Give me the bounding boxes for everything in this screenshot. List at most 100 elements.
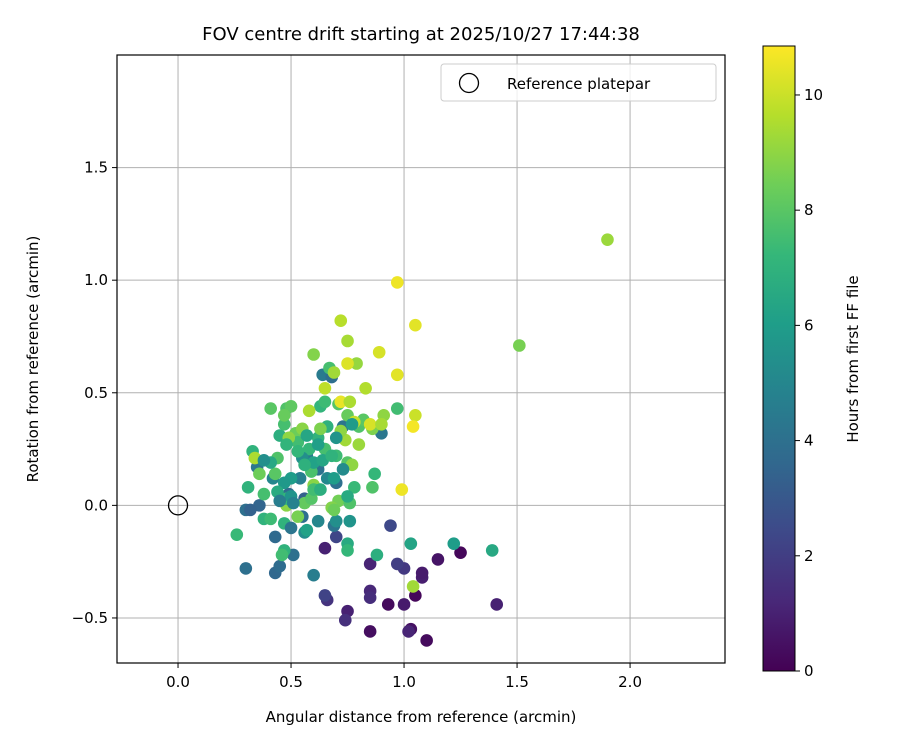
scatter-point xyxy=(329,431,343,445)
scatter-point xyxy=(341,544,354,557)
scatter-point xyxy=(485,544,499,557)
scatter-point xyxy=(490,598,504,611)
scatter-point xyxy=(273,494,287,508)
scatter-point xyxy=(390,276,404,289)
x-tick-label: 1.5 xyxy=(505,673,529,691)
scatter-point xyxy=(327,366,341,379)
scatter-point xyxy=(244,503,257,517)
scatter-point xyxy=(601,233,614,246)
scatter-point xyxy=(311,438,325,451)
scatter-point xyxy=(415,566,429,580)
x-axis-ticks: 0.0 0.5 1.0 1.5 2.0 xyxy=(166,663,642,691)
x-tick-label: 2.0 xyxy=(618,673,642,691)
scatter-point xyxy=(329,530,343,544)
scatter-point xyxy=(431,553,445,566)
scatter-point xyxy=(420,634,433,647)
scatter-point xyxy=(327,503,341,517)
scatter-point xyxy=(318,395,332,409)
scatter-point xyxy=(370,548,384,562)
scatter-point xyxy=(372,345,386,359)
scatter-point xyxy=(275,548,289,562)
scatter-point xyxy=(273,559,287,573)
y-tick-label: 1.0 xyxy=(84,271,108,289)
scatter-point xyxy=(406,420,420,433)
colorbar: 0 2 4 6 8 10 Hours from first FF file xyxy=(762,45,862,680)
scatter-point xyxy=(513,339,526,352)
scatter-point xyxy=(325,449,339,463)
scatter-point xyxy=(406,580,420,593)
scatter-point xyxy=(368,467,381,481)
scatter-points xyxy=(230,233,614,647)
scatter-point xyxy=(341,357,354,370)
scatter-point xyxy=(284,399,298,413)
y-axis-label: Rotation from reference (arcmin) xyxy=(24,236,42,483)
scatter-point xyxy=(293,472,307,485)
colorbar-tick-label: 10 xyxy=(804,86,823,104)
scatter-point xyxy=(314,422,327,436)
scatter-point xyxy=(298,458,311,472)
scatter-point xyxy=(363,591,377,604)
scatter-point xyxy=(395,483,409,496)
colorbar-tick-label: 4 xyxy=(804,432,814,450)
scatter-point xyxy=(257,487,271,501)
scatter-point xyxy=(264,402,277,415)
scatter-point xyxy=(375,418,388,431)
scatter-point xyxy=(397,598,411,611)
scatter-point xyxy=(381,598,395,611)
scatter-point xyxy=(363,557,377,571)
reference-marker xyxy=(167,495,189,516)
chart-title: FOV centre drift starting at 2025/10/27 … xyxy=(202,24,640,45)
x-axis-label: Angular distance from reference (arcmin) xyxy=(266,708,577,726)
scatter-point xyxy=(241,481,255,494)
scatter-point xyxy=(280,438,293,451)
scatter-point xyxy=(257,454,271,467)
scatter-point xyxy=(268,467,282,481)
scatter-point xyxy=(302,404,316,418)
colorbar-tick-label: 0 xyxy=(804,662,814,680)
scatter-point xyxy=(307,568,320,582)
legend-entry-reference: Reference platepar xyxy=(507,75,651,93)
scatter-point xyxy=(454,546,467,559)
scatter-point xyxy=(291,445,305,458)
scatter-point xyxy=(334,314,348,328)
scatter-point xyxy=(253,467,266,481)
colorbar-tick-label: 6 xyxy=(804,316,814,334)
colorbar-tick-label: 2 xyxy=(804,547,814,565)
legend-marker-icon xyxy=(458,72,480,94)
scatter-point xyxy=(366,481,379,494)
scatter-point xyxy=(300,523,314,537)
scatter-point xyxy=(404,537,418,550)
scatter-point xyxy=(345,418,359,431)
x-tick-label: 1.0 xyxy=(392,673,416,691)
colorbar-tick-label: 8 xyxy=(804,201,814,219)
y-tick-label: 0.5 xyxy=(84,384,108,402)
scatter-point xyxy=(230,528,244,541)
scatter-point xyxy=(363,418,377,431)
scatter-point xyxy=(291,510,305,523)
colorbar-ticks: 0 2 4 6 8 10 xyxy=(795,86,823,680)
scatter-point xyxy=(284,521,298,535)
scatter-point xyxy=(307,348,320,361)
scatter-point xyxy=(341,334,354,348)
scatter-point xyxy=(318,541,332,555)
colorbar-gradient xyxy=(762,45,796,672)
scatter-point xyxy=(268,530,282,544)
scatter-point xyxy=(390,402,404,415)
scatter-point xyxy=(239,562,253,575)
y-axis-ticks: −0.5 0.0 0.5 1.0 1.5 xyxy=(72,159,117,627)
x-tick-label: 0.0 xyxy=(166,673,190,691)
y-tick-label: −0.5 xyxy=(72,609,108,627)
scatter-point xyxy=(264,512,277,526)
y-tick-label: 0.0 xyxy=(84,496,108,514)
scatter-point xyxy=(336,463,350,476)
grid-lines xyxy=(117,55,725,663)
scatter-point xyxy=(277,418,291,431)
scatter-point xyxy=(343,395,357,409)
reference-marker-group xyxy=(167,495,189,516)
scatter-point xyxy=(277,476,291,490)
scatter-point xyxy=(352,438,366,451)
scatter-point xyxy=(338,613,352,627)
scatter-point xyxy=(390,368,404,382)
scatter-point xyxy=(318,381,332,395)
